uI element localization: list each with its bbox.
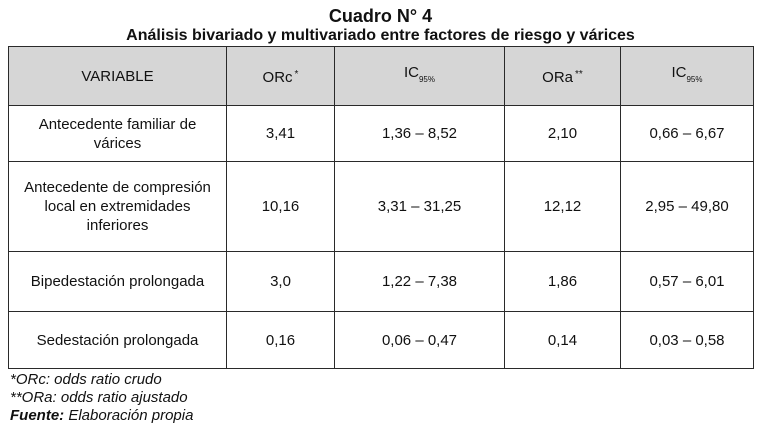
cell-orc: 3,0 (226, 251, 335, 312)
cell-ic-adjusted: 0,66 – 6,67 (620, 105, 754, 162)
cell-ic-crude: 0,06 – 0,47 (334, 311, 505, 369)
cell-variable: Antecedente familiar de várices (8, 105, 227, 162)
source-line: Fuente: Elaboración propia (10, 407, 193, 425)
cell-ora: 1,86 (504, 251, 621, 312)
header-ora-label: ORa (542, 69, 574, 86)
source-text: Elaboración propia (68, 407, 194, 424)
page-title: Cuadro N° 4 (328, 6, 433, 26)
cell-ic-adjusted: 0,03 – 0,58 (620, 311, 754, 369)
cell-orc: 10,16 (226, 161, 335, 252)
cell-orc: 0,16 (226, 311, 335, 369)
page-subtitle: Análisis bivariado y multivariado entre … (126, 27, 635, 44)
header-ic-adjusted-label: IC (671, 64, 687, 81)
cell-orc: 3,41 (226, 105, 335, 162)
table-row: Antecedente familiar de várices 3,41 1,3… (8, 105, 754, 162)
header-ic-crude: IC95% (334, 46, 505, 106)
table-header-row: VARIABLE ORc * IC95% ORa ** IC95% (8, 46, 754, 106)
results-table: VARIABLE ORc * IC95% ORa ** IC95% Antecede… (8, 46, 754, 369)
source-label: Fuente: (10, 407, 65, 424)
cell-ic-crude: 1,22 – 7,38 (334, 251, 505, 312)
table-row: Antecedente de compresión local en extre… (8, 161, 754, 252)
header-variable: VARIABLE (8, 46, 227, 106)
table-caption: Cuadro N° 4 Análisis bivariado y multiva… (0, 6, 761, 46)
cell-ora: 2,10 (504, 105, 621, 162)
cell-ic-crude: 1,36 – 8,52 (334, 105, 505, 162)
header-orc: ORc * (226, 46, 335, 106)
header-ic-adjusted-subscript: 95% (686, 75, 703, 84)
footnotes: *ORc: odds ratio crudo **ORa: odds ratio… (10, 371, 193, 425)
table-row: Bipedestación prolongada 3,0 1,22 – 7,38… (8, 251, 754, 312)
header-ic-crude-subscript: 95% (418, 75, 435, 84)
cell-variable: Sedestación prolongada (8, 311, 227, 369)
header-ic-adjusted: IC95% (620, 46, 754, 106)
cell-ic-adjusted: 0,57 – 6,01 (620, 251, 754, 312)
footnote-ora: **ORa: odds ratio ajustado (10, 389, 188, 406)
header-ora: ORa ** (504, 46, 621, 106)
cell-ora: 0,14 (504, 311, 621, 369)
header-variable-label: VARIABLE (81, 67, 154, 85)
header-orc-footnote-mark: * (294, 69, 299, 80)
header-ic-crude-label: IC (403, 64, 419, 81)
footnote-orc: *ORc: odds ratio crudo (10, 371, 162, 388)
cell-variable: Antecedente de compresión local en extre… (8, 161, 227, 252)
cell-ic-adjusted: 2,95 – 49,80 (620, 161, 754, 252)
header-ora-footnote-mark: ** (575, 69, 583, 80)
header-orc-label: ORc (262, 69, 293, 86)
cell-variable: Bipedestación prolongada (8, 251, 227, 312)
cell-ic-crude: 3,31 – 31,25 (334, 161, 505, 252)
table-row: Sedestación prolongada 0,16 0,06 – 0,47 … (8, 311, 754, 369)
cell-ora: 12,12 (504, 161, 621, 252)
